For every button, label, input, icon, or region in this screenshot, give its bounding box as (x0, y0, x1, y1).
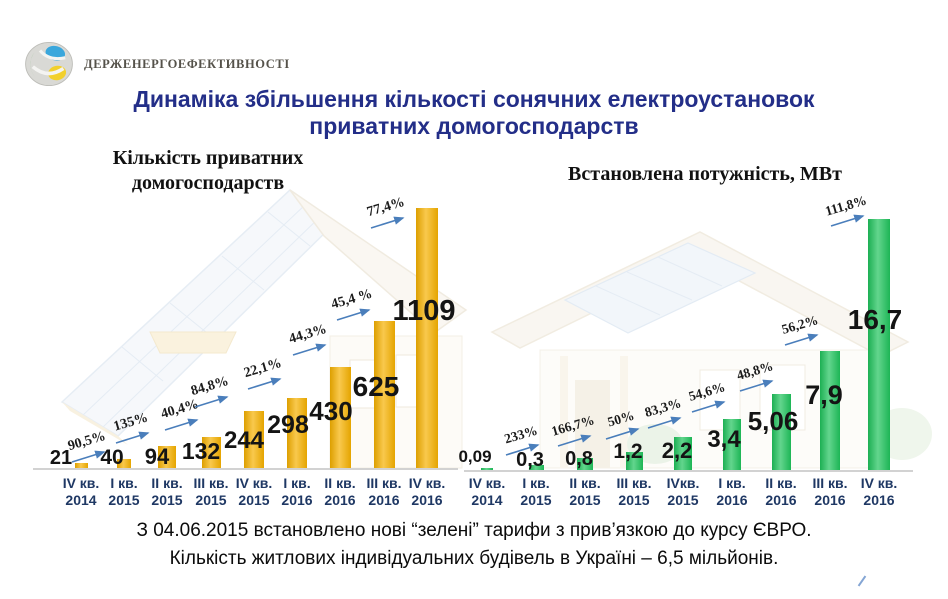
households-value-label: 244 (223, 427, 265, 454)
households-axis-label: IV кв. 2015 (235, 475, 273, 508)
capacity-bar (674, 437, 692, 470)
capacity-bar (820, 351, 840, 470)
capacity-value-label: 3,4 (707, 426, 741, 453)
page-title-line2: приватних домогосподарств (309, 113, 639, 140)
households-axis-label: II кв. 2016 (324, 475, 356, 508)
capacity-axis-label: IVкв. 2015 (666, 475, 700, 508)
households-value-label: 430 (309, 396, 353, 426)
households-axis-label: I кв. 2015 (108, 475, 140, 508)
capacity-bar (868, 219, 890, 470)
capacity-value-label: 1,2 (613, 440, 643, 463)
households-value-label: 40 (100, 446, 124, 469)
logo: ДЕРЖЕНЕРГОЕФЕКТИВНОСТІ (22, 36, 322, 92)
footer-line1: З 04.06.2015 встановлено нові “зелені” т… (136, 520, 812, 541)
households-value-label: 21 (49, 447, 73, 469)
households-bar (329, 367, 351, 468)
households-bar (416, 208, 438, 468)
capacity-value-label: 0,09 (458, 447, 492, 466)
households-axis-label: IV кв. 2014 (62, 475, 100, 508)
capacity-x-axis (464, 470, 913, 472)
households-axis-label: III кв. 2016 (366, 475, 402, 508)
page-title: Динаміка збільшення кількості сонячних е… (40, 86, 908, 140)
households-bar (117, 459, 131, 468)
logo-text: ДЕРЖЕНЕРГОЕФЕКТИВНОСТІ (84, 56, 290, 71)
capacity-bar (481, 468, 493, 470)
capacity-axis-label: IV кв. 2016 (860, 475, 898, 508)
capacity-axis-label: III кв. 2016 (812, 475, 848, 508)
capacity-value-label: 16,7 (847, 304, 903, 335)
households-value-label: 298 (267, 411, 309, 439)
capacity-value-label: 5,06 (747, 406, 799, 436)
capacity-axis-label: II кв. 2015 (569, 475, 601, 508)
households-value-label: 132 (181, 438, 221, 464)
capacity-bar (771, 394, 791, 470)
households-axis-label: IV кв. 2016 (408, 475, 446, 508)
capacity-value-label: 2,2 (661, 438, 693, 463)
households-x-axis (33, 468, 458, 470)
energy-sphere-icon (25, 41, 73, 87)
households-bar (373, 321, 395, 468)
capacity-bar (528, 465, 544, 470)
capacity-value-label: 0,8 (565, 448, 593, 470)
capacity-axis-label: II кв. 2016 (765, 475, 797, 508)
households-bar (74, 463, 88, 468)
capacity-axis-label: III кв. 2015 (616, 475, 652, 508)
households-chart-title: Кількість приватних домогосподарств (112, 147, 304, 194)
capacity-axis-label: I кв. 2016 (716, 475, 748, 508)
households-bar (201, 437, 221, 468)
capacity-value-label: 7,9 (805, 380, 843, 410)
capacity-bar (723, 419, 741, 470)
households-axis-label: I кв. 2016 (281, 475, 313, 508)
page-title-line1: Динаміка збільшення кількості сонячних е… (133, 86, 815, 112)
capacity-axis-label: I кв. 2015 (520, 475, 552, 508)
capacity-chart-title: Встановлена потужність, МВт (568, 163, 842, 185)
capacity-bar (625, 452, 643, 470)
households-value-label: 94 (144, 444, 170, 469)
households-value-label: 1109 (392, 295, 456, 327)
households-axis-label: III кв. 2015 (193, 475, 229, 508)
households-value-label: 625 (352, 371, 400, 402)
capacity-bar (577, 458, 593, 470)
households-bar (244, 411, 264, 468)
footer-line2: Кількість житлових індивідуальних будіве… (169, 547, 779, 569)
capacity-axis-label: IV кв. 2014 (468, 475, 506, 508)
households-bar (287, 398, 307, 468)
households-bar (158, 446, 176, 468)
households-axis-label: II кв. 2015 (151, 475, 183, 508)
footer-note: З 04.06.2015 встановлено нові “зелені” т… (40, 517, 908, 572)
